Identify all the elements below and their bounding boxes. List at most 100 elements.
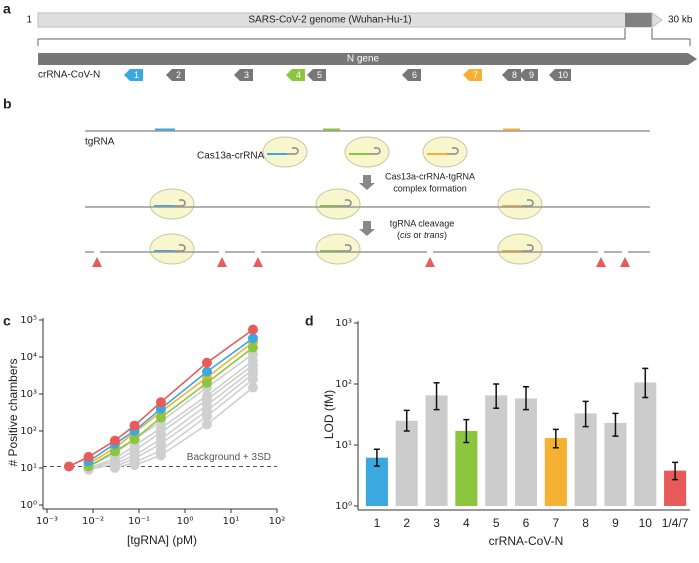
cas13a — [149, 233, 195, 265]
crrna-hook — [522, 244, 534, 252]
data-point — [247, 382, 258, 393]
crrna-label: crRNA-CoV-N — [38, 70, 100, 81]
x-tick-label: 9 — [612, 516, 619, 530]
bar — [365, 457, 388, 506]
x-tick-label: 4 — [463, 516, 470, 530]
error-bar — [612, 412, 619, 437]
x-tick-label: 7 — [552, 516, 559, 530]
crrna-hook — [447, 147, 459, 155]
error-bar — [373, 448, 380, 467]
genome-label: SARS-CoV-2 genome (Wuhan-Hu-1) — [248, 15, 411, 26]
cas13a-label: Cas13a-crRNA — [197, 151, 265, 162]
x-tick-label: 1/4/7 — [662, 516, 689, 530]
data-point — [129, 460, 140, 471]
data-point — [63, 461, 74, 472]
crrna-number: 10 — [558, 70, 568, 80]
panel-label: c — [3, 313, 11, 329]
data-point — [247, 324, 258, 335]
bar — [634, 382, 657, 506]
data-point — [155, 397, 166, 408]
series-line — [134, 386, 254, 466]
crrna-hook — [340, 199, 352, 207]
genome-arrow — [651, 12, 663, 28]
crrna-number: 8 — [512, 70, 517, 80]
error-bar — [523, 386, 529, 411]
x-tick-label: 5 — [493, 516, 500, 530]
genome-end: 30 kb — [668, 15, 693, 26]
y-axis-label: LOD (fM) — [322, 390, 336, 439]
panel-label: d — [305, 313, 314, 329]
cas13a — [149, 188, 195, 220]
y-tick-label: 10⁵ — [20, 315, 37, 326]
y-tick-label: 10³ — [20, 389, 37, 400]
crrna-number: 1 — [134, 70, 139, 80]
tgrna-label: tgRNA — [85, 137, 115, 148]
x-tick-label: 3 — [433, 516, 440, 530]
crrna-hook — [174, 199, 186, 207]
x-tick-label: 6 — [523, 516, 530, 530]
bar — [574, 413, 597, 506]
data-point — [201, 366, 212, 377]
crrna-number: 7 — [473, 70, 478, 80]
y-tick-label: 10² — [20, 426, 37, 437]
y-tick-label: 10³ — [335, 318, 352, 329]
bar — [395, 420, 418, 506]
crrna-hook — [174, 244, 186, 252]
crrna-hook — [369, 147, 381, 155]
step-arrow — [359, 175, 375, 190]
crrna-number: 6 — [412, 70, 417, 80]
step1-label: complex formation — [393, 183, 467, 193]
x-tick-label: 10² — [269, 516, 286, 527]
error-bar — [672, 461, 679, 481]
x-tick-label: 10⁻² — [82, 516, 104, 527]
crrna-hook — [287, 147, 299, 155]
note-part: trans — [424, 230, 445, 240]
y-tick-label: 10² — [335, 379, 352, 390]
error-bar — [403, 409, 410, 432]
crrna-hook — [340, 244, 352, 252]
step1-label: Cas13a-crRNA-tgRNA — [385, 171, 475, 181]
crrna-arrow — [124, 69, 143, 81]
panel-a: 1 30 kb SARS-CoV-2 genome (Wuhan-Hu-1) N… — [26, 12, 697, 81]
x-tick-label: 10 — [639, 516, 653, 530]
data-point — [129, 434, 140, 445]
data-point — [201, 411, 212, 422]
bar — [455, 430, 478, 506]
crrna-number: 5 — [317, 70, 322, 80]
series-line — [88, 337, 254, 463]
y-tick-label: 10¹ — [20, 463, 37, 474]
crrna-arrow — [286, 69, 305, 81]
data-point — [247, 342, 258, 353]
error-bar — [463, 418, 470, 444]
error-bar — [433, 381, 440, 411]
x-tick-label: 8 — [582, 516, 589, 530]
data-point — [109, 435, 120, 446]
error-bar — [642, 367, 649, 399]
cas13a — [497, 233, 543, 265]
crrna-arrow — [519, 69, 538, 81]
x-tick-label: 10⁻³ — [36, 516, 58, 527]
complexes — [149, 136, 543, 265]
data-point — [201, 419, 212, 430]
charts: 10⁰ 10¹ 10² 10³ 10⁴ 10⁵ [tgRNA] (pM) # Positive… — [6, 315, 690, 548]
note-part: ( — [397, 230, 400, 240]
crrna-arrow — [402, 69, 421, 81]
error-bar — [582, 400, 589, 428]
cas13a — [315, 188, 361, 220]
crrna-arrow — [463, 69, 482, 81]
n-gene-label: N gene — [347, 54, 380, 65]
crrna-arrow — [549, 69, 571, 81]
y-tick-label: 10⁰ — [335, 501, 352, 512]
note-part: or — [411, 230, 424, 240]
data-point — [201, 377, 212, 388]
panel-label: b — [3, 96, 12, 112]
data-point — [109, 446, 120, 457]
crrna-arrow — [502, 69, 521, 81]
n-gene-bar — [38, 53, 697, 65]
data-point — [247, 333, 258, 344]
step2-note: (cis or trans) — [397, 230, 447, 240]
data-point — [129, 420, 140, 431]
x-axis-label: crRNA-CoV-N — [489, 534, 564, 548]
cleavage-marks — [92, 257, 630, 267]
note-part: cis — [400, 230, 411, 240]
